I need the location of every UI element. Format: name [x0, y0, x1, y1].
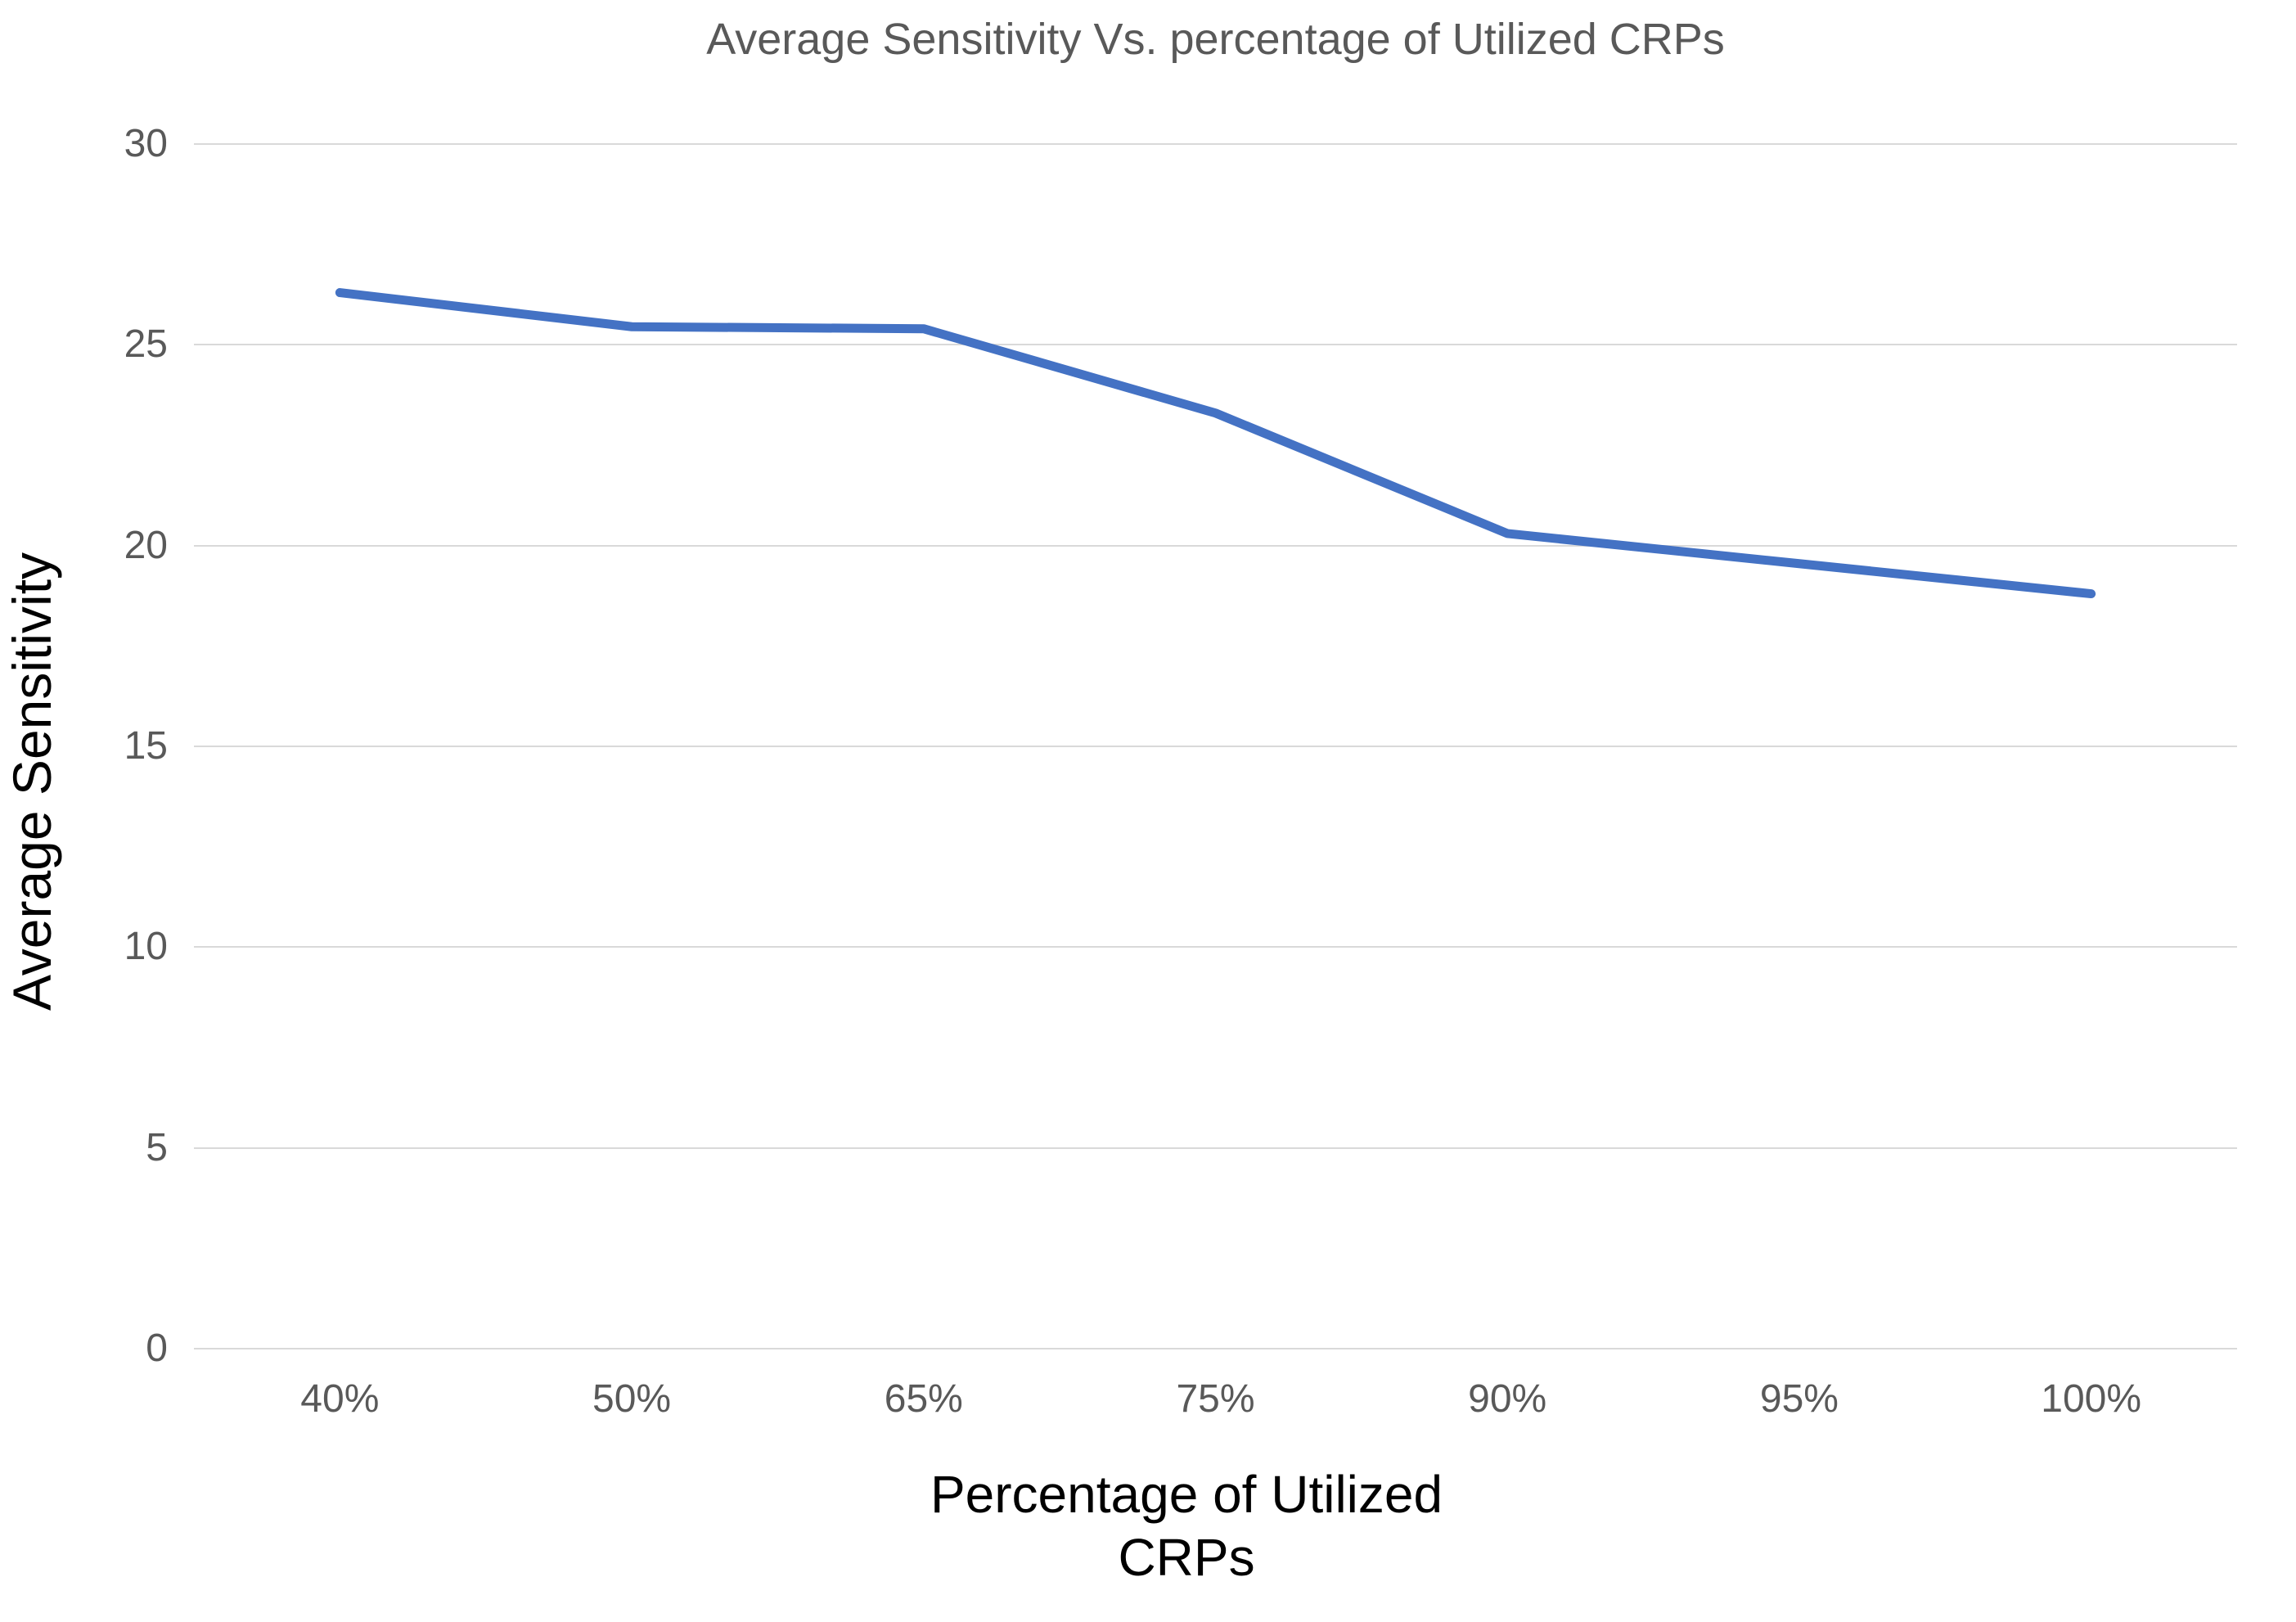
y-tick-label: 25 [124, 322, 168, 367]
x-tick-label: 95% [1759, 1377, 1839, 1421]
x-tick-label: 75% [1176, 1377, 1255, 1421]
x-tick-label: 65% [884, 1377, 963, 1421]
plot-area [194, 143, 2237, 1349]
x-axis-title: Percentage of Utilized CRPs [930, 1465, 1443, 1587]
y-tick-label: 10 [124, 925, 168, 969]
gridline [194, 143, 2237, 145]
y-tick-label: 30 [124, 122, 168, 165]
x-tick-label: 40% [300, 1377, 380, 1421]
gridline [194, 544, 2237, 547]
gridline [194, 344, 2237, 346]
y-tick-label: 5 [146, 1125, 168, 1169]
gridline [194, 746, 2237, 747]
x-tick-label: 50% [592, 1377, 672, 1421]
x-tick-label: 100% [2041, 1377, 2142, 1421]
gridline [194, 946, 2237, 948]
y-tick-label: 0 [146, 1327, 168, 1370]
chart-title: Average Sensitivity Vs. percentage of Ut… [706, 15, 1725, 64]
x-tick-label: 90% [1468, 1377, 1547, 1421]
gridline [194, 1348, 2237, 1349]
y-tick-label: 20 [124, 523, 168, 567]
gridline [194, 1147, 2237, 1149]
y-tick-label: 15 [124, 724, 168, 768]
